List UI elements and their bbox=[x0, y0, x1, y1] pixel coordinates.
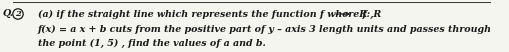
Text: f(x) = a x + b cuts from the positive part of y – axis 3 length units and passes: f(x) = a x + b cuts from the positive pa… bbox=[38, 24, 491, 34]
Circle shape bbox=[13, 9, 23, 19]
Text: 2: 2 bbox=[15, 10, 21, 18]
Text: Q.: Q. bbox=[3, 10, 14, 19]
Text: the point (1, 5) , find the values of a and b.: the point (1, 5) , find the values of a … bbox=[38, 38, 265, 48]
Text: (a) if the straight line which represents the function f where f: R: (a) if the straight line which represent… bbox=[38, 9, 381, 19]
Text: R ,: R , bbox=[355, 10, 373, 19]
